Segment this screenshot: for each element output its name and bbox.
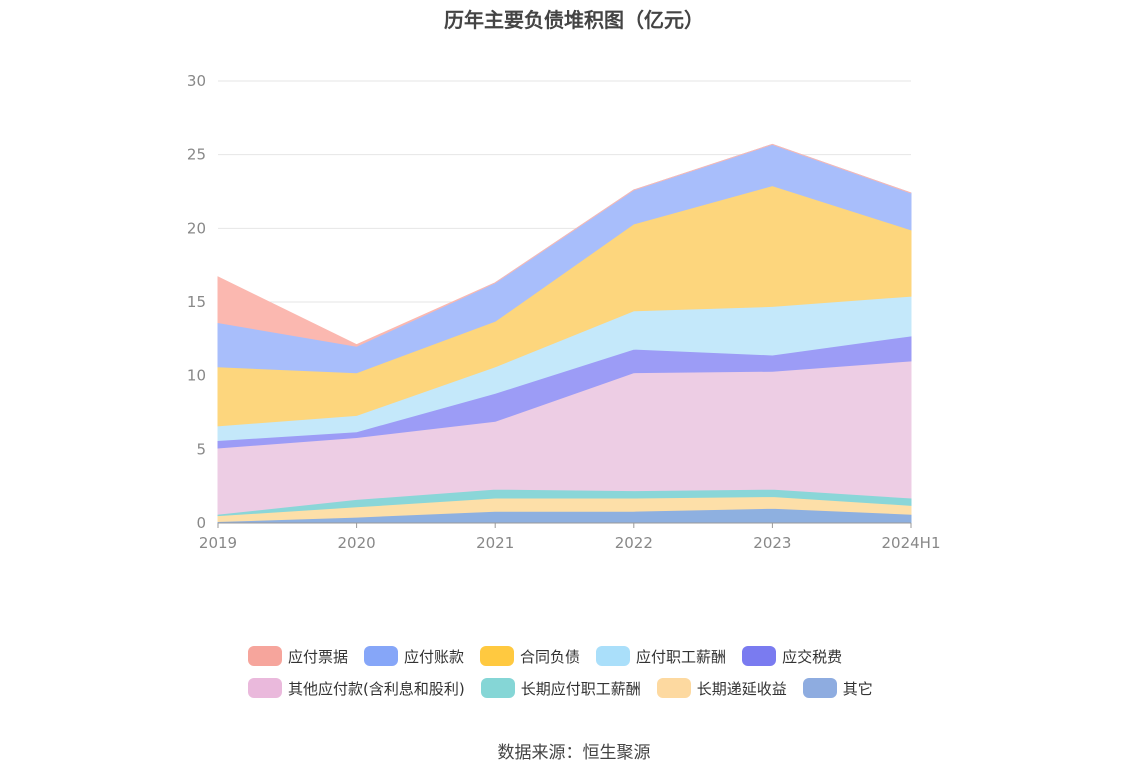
y-tick-label: 10 (187, 367, 206, 385)
legend-label: 应付职工薪酬 (636, 647, 727, 666)
legend: 应付票据 应付账款 合同负债 应付职工薪酬 应交税费 其他应付款(含利息和股利) 长期应付… (248, 640, 948, 704)
area-series (217, 143, 912, 524)
legend-item[interactable]: 应交税费 (742, 646, 842, 667)
legend-item[interactable]: 合同负债 (480, 646, 580, 667)
legend-label: 合同负债 (520, 647, 581, 666)
legend-label: 长期递延收益 (696, 679, 787, 698)
y-tick-label: 15 (187, 293, 206, 311)
legend-item[interactable]: 其他应付款(含利息和股利) (248, 678, 465, 699)
x-tick-label: 2023 (753, 534, 791, 552)
legend-swatch (248, 646, 282, 666)
data-source: 数据来源：恒生聚源 (497, 743, 651, 763)
legend-item[interactable]: 应付票据 (248, 646, 348, 667)
legend-swatch (596, 646, 631, 666)
stacked-area-chart: 0 5 10 15 20 25 30 2019 2020 2021 2022 2023 2024H1 (187, 72, 941, 552)
legend-item[interactable]: 长期递延收益 (656, 678, 787, 699)
y-tick-label: 0 (196, 514, 206, 532)
legend-swatch (248, 678, 282, 698)
legend-item[interactable]: 应付职工薪酬 (596, 646, 726, 667)
legend-label: 其他应付款(含利息和股利) (288, 679, 465, 698)
legend-swatch (742, 646, 777, 666)
x-tick-label: 2024H1 (882, 534, 941, 552)
x-tick-label: 2019 (199, 534, 237, 552)
chart-title: 历年主要负债堆积图（亿元） (444, 8, 704, 32)
legend-label: 应付票据 (288, 647, 349, 666)
legend-label: 其它 (842, 679, 873, 698)
y-tick-label: 30 (187, 72, 206, 90)
x-tick-label: 2021 (476, 534, 514, 552)
y-tick-label: 5 (196, 440, 206, 458)
legend-swatch (656, 678, 691, 698)
legend-swatch (364, 646, 399, 666)
legend-swatch (480, 678, 515, 698)
legend-item[interactable]: 应付账款 (364, 646, 464, 667)
legend-row-1: 应付票据 应付账款 合同负债 应付职工薪酬 应交税费 (248, 640, 948, 672)
legend-item[interactable]: 长期应付职工薪酬 (480, 678, 641, 699)
legend-label: 应付账款 (404, 647, 465, 666)
y-tick-label: 25 (187, 146, 206, 164)
legend-label: 应交税费 (782, 647, 843, 666)
legend-swatch (802, 678, 837, 698)
x-tick-label: 2022 (615, 534, 653, 552)
x-tick-label: 2020 (338, 534, 376, 552)
legend-swatch (480, 646, 515, 666)
legend-item[interactable]: 其它 (802, 678, 873, 699)
area-series-8 (217, 143, 912, 347)
y-tick-label: 20 (187, 219, 206, 237)
legend-row-2: 其他应付款(含利息和股利) 长期应付职工薪酬 长期递延收益 其它 (248, 672, 948, 704)
legend-label: 长期应付职工薪酬 (520, 679, 641, 698)
axes: 2019 2020 2021 2022 2023 2024H1 (199, 522, 941, 552)
